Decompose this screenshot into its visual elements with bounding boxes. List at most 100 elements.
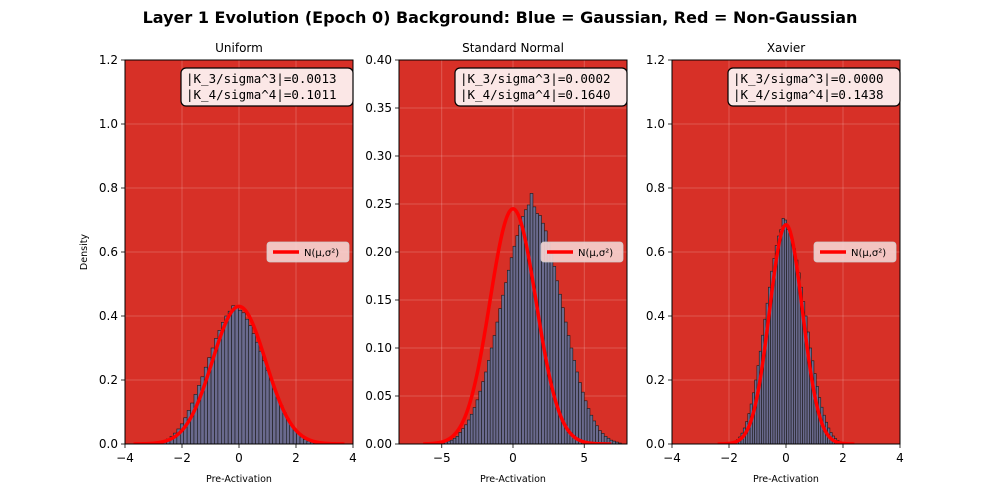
y-tick-label: 0.00 <box>365 437 392 451</box>
histogram-bar <box>777 235 781 444</box>
subplot-title: Standard Normal <box>462 41 564 55</box>
histogram-bar <box>572 360 576 444</box>
x-tick-label: 2 <box>292 451 300 465</box>
histogram-bar <box>461 428 465 444</box>
histogram-bar <box>544 230 548 444</box>
y-tick-label: 0.0 <box>646 437 665 451</box>
histogram-bar <box>788 232 792 444</box>
y-tick-label: 0.2 <box>99 373 118 387</box>
subplot-uniform: Uniform −4 −2 0 2 4 0.0 0.2 0.4 0.6 0.8 1.0 1.2 Pre-A… <box>79 41 357 485</box>
histogram-bar <box>498 308 502 444</box>
y-tick-label: 0.15 <box>365 293 392 307</box>
x-tick-label: 0 <box>782 451 790 465</box>
histogram-bar <box>231 305 236 444</box>
stats-box: |K_3/sigma^3|=0.0002|K_4/sigma^4|=0.1640 <box>454 67 628 107</box>
histogram-bar <box>481 381 485 444</box>
gaussian-fit-curve <box>717 222 855 444</box>
y-tick-label: 0.0 <box>99 437 118 451</box>
histogram-bar <box>518 224 522 444</box>
subplot-xavier: Xavier −4 −2 0 2 4 0.0 0.2 0.4 0.6 0.8 1.0 1.2 Pre-Ac… <box>646 41 904 485</box>
histogram-bar <box>452 437 457 444</box>
y-axis-label: Density <box>79 234 90 270</box>
histogram-bar <box>515 235 519 444</box>
histogram-bar <box>558 293 562 444</box>
y-tick-label: 1.0 <box>99 117 118 131</box>
histogram-bar <box>224 315 229 444</box>
histogram-bar <box>458 432 463 444</box>
histogram-bar <box>495 321 500 444</box>
subplot-title: Uniform <box>215 41 263 55</box>
stats-box: |K_3/sigma^3|=0.0013|K_4/sigma^4|=0.1011 <box>180 67 354 107</box>
histogram-bar <box>262 360 267 444</box>
y-tick-label: 0.6 <box>646 245 665 259</box>
histogram-bar <box>529 193 534 444</box>
histogram-bar <box>455 436 460 444</box>
y-tick-label: 0.40 <box>365 53 392 67</box>
stats-text: |K_4/sigma^4|=0.1438 <box>733 87 884 102</box>
legend: N(μ,σ²) <box>540 241 624 263</box>
histogram-bar <box>578 382 582 444</box>
histogram-bar <box>472 407 477 444</box>
histogram-bar <box>535 213 539 444</box>
x-tick-label: 0 <box>509 451 517 465</box>
histogram-bar <box>583 400 588 444</box>
x-axis-label: Pre-Activation <box>206 474 272 485</box>
y-tick-label: 0.4 <box>646 309 665 323</box>
histogram-bar <box>506 269 511 444</box>
histogram-bar <box>504 282 508 444</box>
y-tick-label: 1.2 <box>646 53 665 67</box>
y-tick-label: 0.05 <box>365 389 392 403</box>
legend-label: N(μ,σ²) <box>578 248 613 259</box>
histogram-bar <box>244 318 249 444</box>
histogram-bar <box>595 425 599 444</box>
histogram-bar <box>526 204 531 444</box>
histogram-bar <box>469 413 474 444</box>
histogram-bar <box>234 306 239 444</box>
y-tick-label: 0.8 <box>646 181 665 195</box>
histogram-bar <box>449 439 454 444</box>
histogram-bar <box>555 280 559 444</box>
histogram-bar <box>521 216 525 444</box>
legend: N(μ,σ²) <box>266 241 350 263</box>
x-tick-label: 2 <box>839 451 847 465</box>
histogram-bar <box>501 294 505 444</box>
histogram-bar <box>598 430 602 444</box>
histogram-bar <box>241 312 246 444</box>
histogram <box>731 218 844 444</box>
histogram-bar <box>487 360 491 444</box>
histogram-bar <box>265 370 270 444</box>
gaussian-fit-curve <box>133 304 345 444</box>
histogram-bar <box>589 414 594 444</box>
x-tick-label: −4 <box>116 451 134 465</box>
legend: N(μ,σ²) <box>813 241 897 263</box>
histogram-bar <box>552 266 557 444</box>
y-tick-label: 0.20 <box>365 245 392 259</box>
histogram-bar <box>783 219 787 444</box>
x-axis-label: Pre-Activation <box>480 474 546 485</box>
y-tick-label: 0.10 <box>365 341 392 355</box>
legend-label: N(μ,σ²) <box>851 248 886 259</box>
histogram-bar <box>795 259 799 444</box>
histogram-bar <box>781 218 785 444</box>
stats-text: |K_3/sigma^3|=0.0002 <box>460 71 611 86</box>
y-tick-label: 0.30 <box>365 149 392 163</box>
histogram-bar <box>268 379 273 444</box>
histogram-bar <box>227 310 232 444</box>
histogram-bar <box>790 238 794 444</box>
histogram-bar <box>546 242 551 444</box>
histogram-bar <box>509 257 514 444</box>
histogram-bar <box>464 424 468 444</box>
y-tick-label: 1.2 <box>99 53 118 67</box>
x-tick-label: −5 <box>433 451 451 465</box>
histogram-bar <box>478 390 482 444</box>
histogram-bar <box>532 206 537 444</box>
histogram-bar <box>512 245 517 444</box>
x-tick-label: 0 <box>235 451 243 465</box>
histogram-bar <box>786 229 790 444</box>
histogram-bar <box>793 248 796 444</box>
x-tick-label: −2 <box>720 451 738 465</box>
histogram-bar <box>492 335 497 444</box>
histogram-bar <box>475 399 480 444</box>
stats-text: |K_3/sigma^3|=0.0000 <box>733 71 884 86</box>
